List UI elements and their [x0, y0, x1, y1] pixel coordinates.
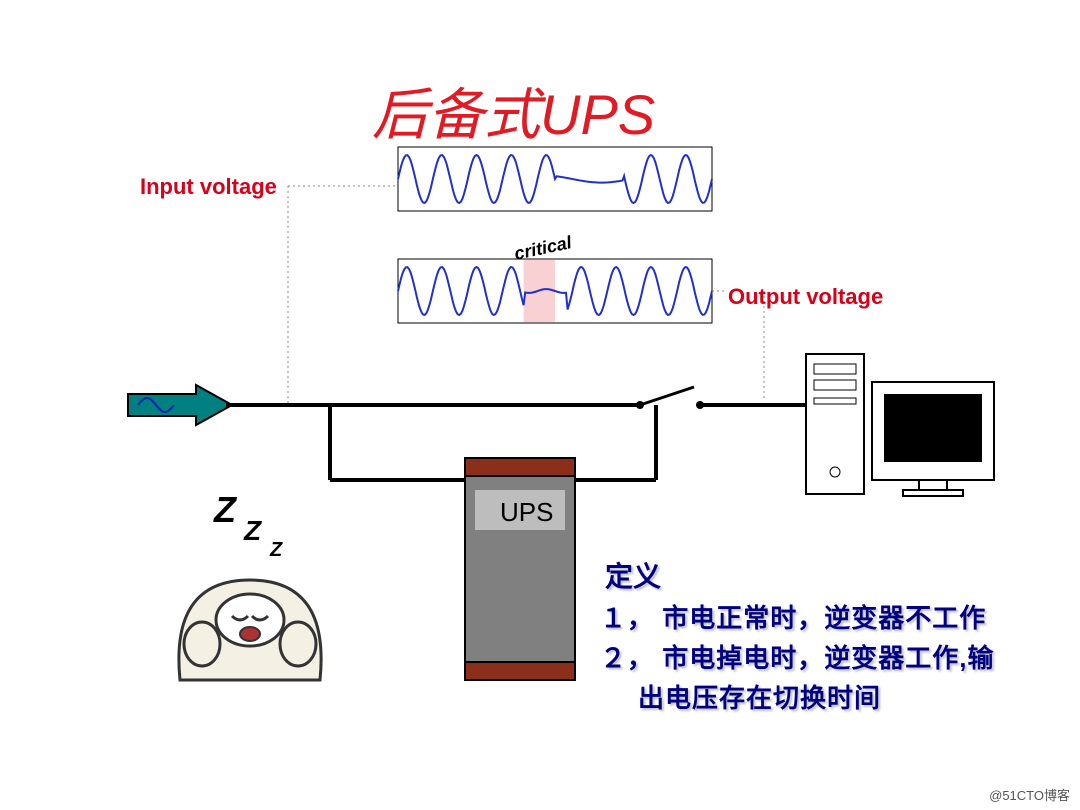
computer-icon: [806, 354, 994, 496]
ups-unit: [465, 458, 575, 680]
definition-title: 定义: [605, 555, 661, 595]
ac-source-arrow: [128, 385, 232, 425]
watermark: @51CTO博客: [989, 785, 1070, 804]
output-waveform: [398, 259, 712, 323]
sleeping-cartoon-icon: ZZZ: [179, 489, 321, 680]
page-title: 后备式UPS: [372, 70, 655, 151]
svg-text:Z: Z: [269, 539, 283, 561]
output-voltage-label: Output voltage: [728, 284, 883, 310]
ups-box-label: UPS: [500, 497, 553, 528]
transfer-switch: [640, 387, 694, 405]
input-voltage-label: Input voltage: [140, 174, 277, 200]
input-waveform: [398, 147, 712, 211]
definition-line-3: 出电压存在切换时间: [638, 678, 881, 715]
definition-line-1: １， 市电正常时，逆变器不工作: [600, 598, 986, 635]
svg-text:Z: Z: [243, 515, 262, 546]
definition-line-2: ２， 市电掉电时，逆变器工作,输: [600, 638, 994, 675]
svg-text:Z: Z: [213, 489, 238, 530]
